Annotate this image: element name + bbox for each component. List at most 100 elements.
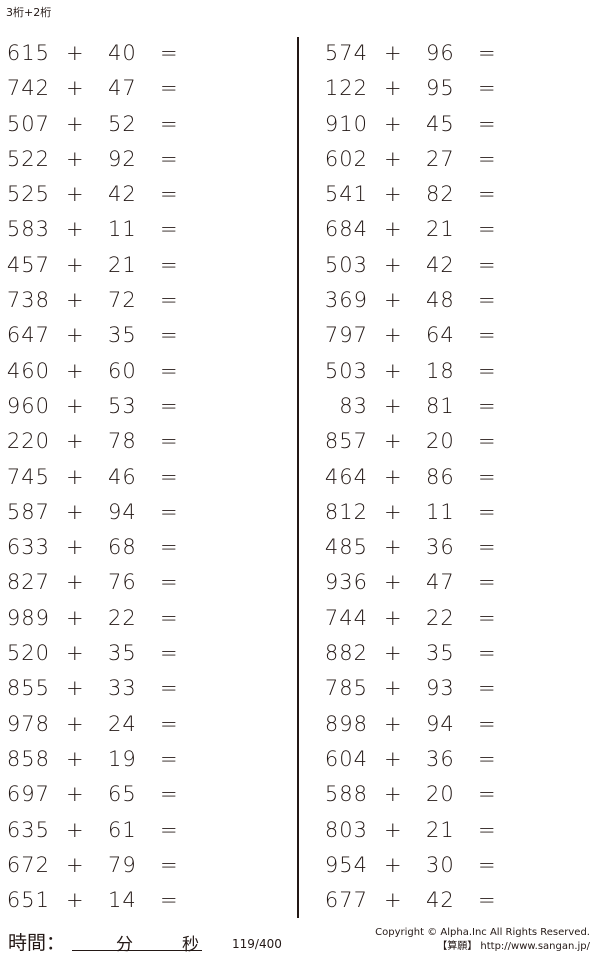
problem-row: 745 +46 = [0, 459, 290, 494]
problem-row: 803 +21 = [318, 812, 600, 847]
problem-row: 684 +21 = [318, 211, 600, 246]
problems-right-column: 574 +96 = 122 +95 = 910 +45 = 602 +27 = 541 +82 = 684 +2… [318, 35, 600, 917]
first-operand: 857 [324, 429, 368, 454]
first-operand: 858 [6, 746, 50, 771]
second-operand: 52 [108, 111, 137, 136]
first-operand: 83 [339, 393, 368, 418]
second-operand: 95 [426, 76, 455, 101]
first-operand: 507 [6, 111, 50, 136]
first-operand: 742 [6, 76, 50, 101]
first-operand: 485 [324, 535, 368, 560]
equals-sign: = [160, 217, 179, 242]
second-operand: 21 [426, 817, 455, 842]
equals-sign: = [160, 641, 179, 666]
plus-sign: + [384, 641, 403, 666]
second-operand: 86 [426, 464, 455, 489]
equals-sign: = [478, 746, 497, 771]
equals-sign: = [478, 146, 497, 171]
second-operand: 11 [426, 499, 455, 524]
second-operand: 47 [108, 76, 137, 101]
first-operand: 745 [6, 464, 50, 489]
equals-sign: = [160, 252, 179, 277]
second-operand: 20 [426, 782, 455, 807]
equals-sign: = [478, 41, 497, 65]
equals-sign: = [160, 676, 179, 701]
equals-sign: = [478, 111, 497, 136]
second-operand: 42 [108, 182, 137, 207]
equals-sign: = [478, 605, 497, 630]
page-number: 119/400 [232, 937, 282, 951]
first-operand: 520 [6, 641, 50, 666]
problem-row: 827 +76 = [0, 564, 290, 599]
second-operand: 21 [108, 252, 137, 277]
plus-sign: + [66, 111, 85, 136]
problem-row: 677 +42 = [318, 882, 600, 917]
problem-row: 122 +95 = [318, 70, 600, 105]
second-operand: 48 [426, 288, 455, 313]
second-operand: 36 [426, 746, 455, 771]
first-operand: 525 [6, 182, 50, 207]
second-operand: 14 [108, 888, 137, 913]
second-operand: 68 [108, 535, 137, 560]
equals-sign: = [478, 76, 497, 101]
seconds-label: 秒 [182, 935, 199, 955]
column-divider [297, 37, 299, 918]
second-operand: 53 [108, 393, 137, 418]
second-operand: 76 [108, 570, 137, 595]
second-operand: 60 [108, 358, 137, 383]
first-operand: 882 [324, 641, 368, 666]
equals-sign: = [160, 182, 179, 207]
equals-sign: = [160, 323, 179, 348]
first-operand: 785 [324, 676, 368, 701]
problem-row: 520 +35 = [0, 635, 290, 670]
plus-sign: + [384, 888, 403, 913]
equals-sign: = [160, 146, 179, 171]
first-operand: 122 [324, 76, 368, 101]
plus-sign: + [66, 888, 85, 913]
second-operand: 81 [426, 393, 455, 418]
equals-sign: = [160, 711, 179, 736]
plus-sign: + [384, 676, 403, 701]
first-operand: 989 [6, 605, 50, 630]
problem-row: 485 +36 = [318, 529, 600, 564]
equals-sign: = [478, 464, 497, 489]
problem-row: 583 +11 = [0, 211, 290, 246]
second-operand: 22 [108, 605, 137, 630]
first-operand: 503 [324, 358, 368, 383]
problem-row: 978 +24 = [0, 706, 290, 741]
second-operand: 18 [426, 358, 455, 383]
first-operand: 910 [324, 111, 368, 136]
plus-sign: + [66, 217, 85, 242]
equals-sign: = [478, 429, 497, 454]
first-operand: 827 [6, 570, 50, 595]
first-operand: 697 [6, 782, 50, 807]
equals-sign: = [160, 429, 179, 454]
plus-sign: + [384, 146, 403, 171]
plus-sign: + [66, 499, 85, 524]
equals-sign: = [478, 888, 497, 913]
first-operand: 464 [324, 464, 368, 489]
equals-sign: = [478, 393, 497, 418]
second-operand: 93 [426, 676, 455, 701]
equals-sign: = [160, 499, 179, 524]
first-operand: 604 [324, 746, 368, 771]
equals-sign: = [478, 182, 497, 207]
equals-sign: = [160, 888, 179, 913]
equals-sign: = [478, 323, 497, 348]
equals-sign: = [160, 852, 179, 877]
plus-sign: + [66, 358, 85, 383]
equals-sign: = [478, 535, 497, 560]
equals-sign: = [160, 746, 179, 771]
problem-row: 812 +11 = [318, 494, 600, 529]
problem-row: 588 +20 = [318, 776, 600, 811]
equals-sign: = [160, 535, 179, 560]
problem-row: 522 +92 = [0, 141, 290, 176]
equals-sign: = [478, 252, 497, 277]
problem-row: 525 +42 = [0, 176, 290, 211]
plus-sign: + [66, 41, 85, 65]
first-operand: 602 [324, 146, 368, 171]
first-operand: 220 [6, 429, 50, 454]
first-operand: 812 [324, 499, 368, 524]
second-operand: 47 [426, 570, 455, 595]
plus-sign: + [66, 323, 85, 348]
